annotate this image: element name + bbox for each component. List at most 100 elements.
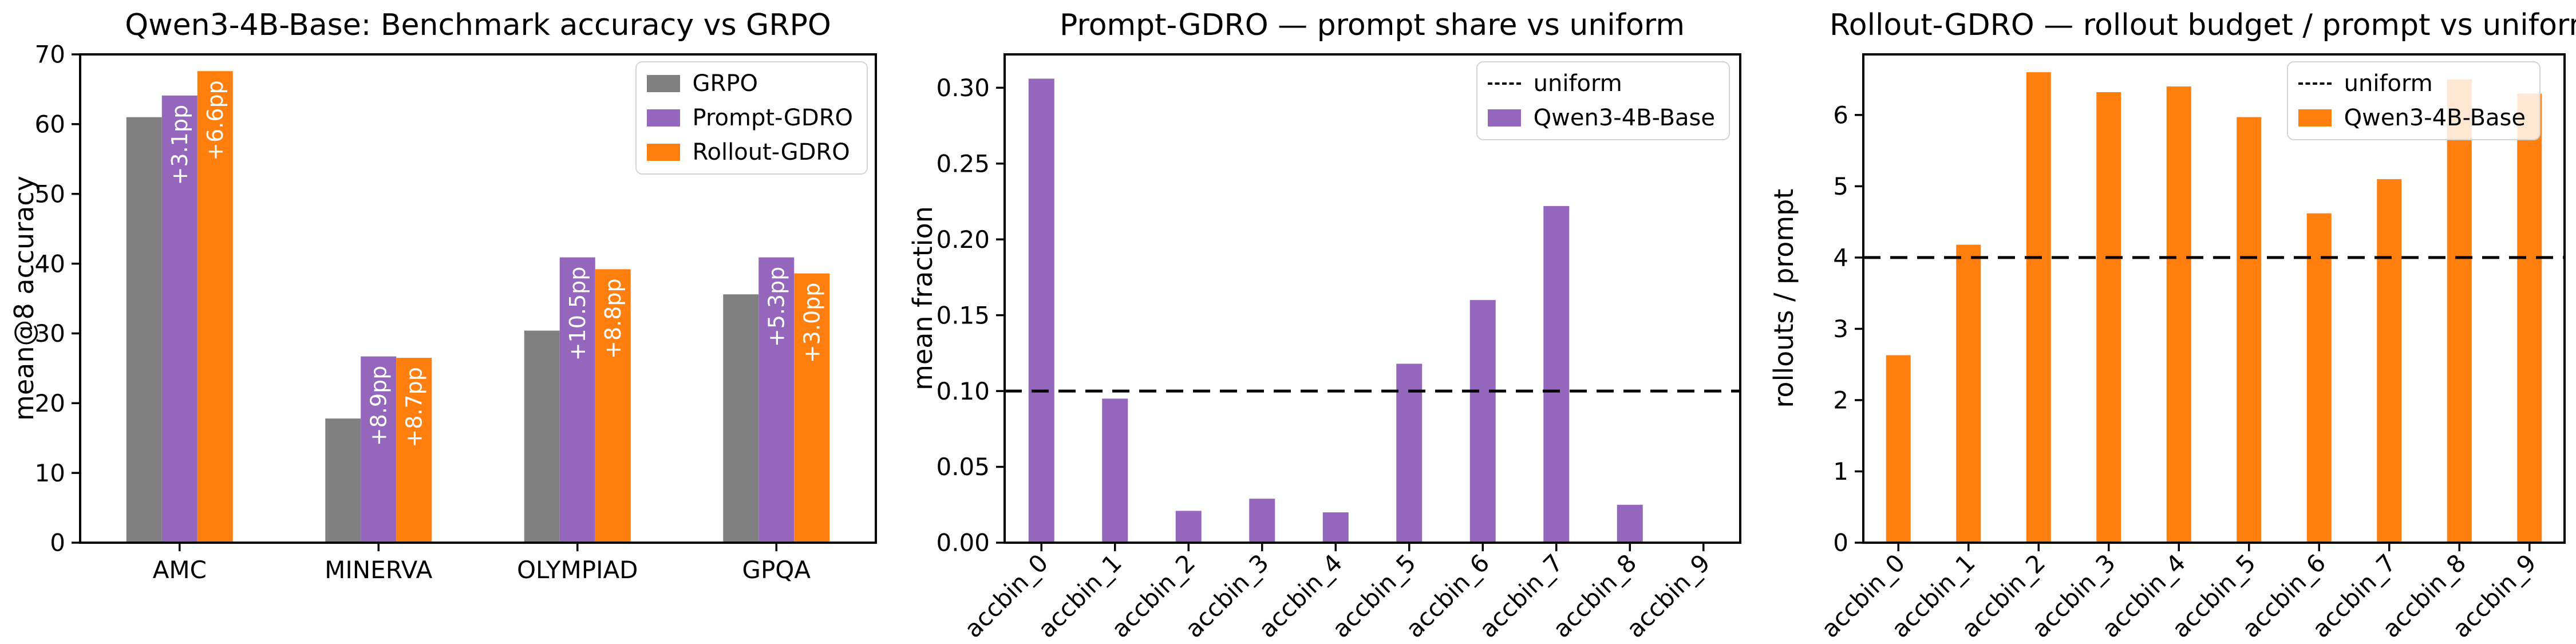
- y-tick-label: 2: [1833, 386, 1848, 414]
- y-tick-label: 0: [50, 529, 65, 557]
- axes-box: [1003, 53, 1741, 544]
- bar-qwen3-4b-base: [1543, 206, 1570, 543]
- legend-label-grpo: GRPO: [692, 70, 758, 97]
- x-tick-label: OLYMPIAD: [517, 556, 638, 584]
- bar-grpo: [524, 330, 560, 543]
- y-tick-label: 0.05: [936, 453, 990, 481]
- legend-row-grpo: GRPO: [646, 70, 853, 97]
- y-tick-label: 20: [35, 389, 65, 417]
- uniform-dashed-line-icon: [2298, 82, 2332, 85]
- bar-prompt-gdro: [161, 95, 197, 543]
- bar-qwen3-4b-base: [1175, 511, 1202, 543]
- axes-box: [79, 53, 877, 544]
- bar-qwen3-4b-base: [2237, 117, 2262, 543]
- y-axis-label-rollouts-prompt: rollouts / prompt: [1768, 188, 1799, 408]
- y-tick-label: 1: [1833, 457, 1848, 485]
- y-tick-label: 30: [35, 319, 65, 347]
- bar-prompt-gdro: [361, 356, 397, 543]
- axes-box: [1862, 53, 2566, 544]
- y-axis-label-mean-fraction: mean fraction: [907, 206, 938, 390]
- model-color-swatch-purple: [1487, 109, 1521, 127]
- bar-value-label: +8.8pp: [600, 278, 626, 359]
- rollout-gdro-color-swatch: [646, 144, 680, 161]
- bar-prompt-gdro: [559, 257, 595, 543]
- legend-label-uniform: uniform: [2344, 70, 2433, 97]
- bar-qwen3-4b-base: [1956, 244, 1981, 543]
- bar-qwen3-4b-base: [1249, 499, 1275, 543]
- bar-qwen3-4b-base: [1617, 504, 1643, 543]
- prompt-gdro-share-chart: 0.000.050.100.150.200.250.30accbin_0accb…: [936, 53, 1741, 643]
- y-tick-label: 0.10: [936, 377, 990, 405]
- bar-qwen3-4b-base: [2447, 79, 2472, 543]
- bar-rollout-gdro: [595, 269, 631, 543]
- bar-value-label: +3.1pp: [167, 105, 192, 185]
- bar-value-label: +3.0pp: [799, 283, 824, 364]
- bar-value-label: +8.9pp: [366, 366, 391, 447]
- legend-label-model: Qwen3-4B-Base: [2344, 105, 2526, 131]
- benchmark-accuracy-chart: 0 10 20 30 40 50 60 70 AMC MINERVA OLYMPIAD GPQA +3.…: [35, 41, 877, 584]
- y-tick-label: 0: [1833, 529, 1848, 557]
- legend-label-model: Qwen3-4B-Base: [1533, 105, 1715, 131]
- bar-qwen3-4b-base: [2517, 93, 2542, 543]
- y-axis-label-mean-accuracy: mean@8 accuracy: [9, 176, 39, 421]
- bar-qwen3-4b-base: [1469, 300, 1496, 543]
- model-color-swatch-orange: [2298, 109, 2332, 127]
- legend-label-uniform: uniform: [1533, 70, 1622, 97]
- chart-title-prompt-gdro: Prompt-GDRO — prompt share vs uniform: [1060, 8, 1685, 42]
- bar-rollout-gdro: [197, 71, 233, 543]
- legend-row-rollout-gdro: Rollout-GDRO: [646, 139, 853, 165]
- bar-prompt-gdro: [758, 257, 795, 543]
- grpo-color-swatch: [646, 75, 680, 92]
- bar-qwen3-4b-base: [1396, 364, 1423, 543]
- x-tick-label: MINERVA: [325, 556, 433, 584]
- bar-value-label: +10.5pp: [565, 267, 590, 361]
- y-tick-label: 0.20: [936, 226, 990, 254]
- bar-rollout-gdro: [396, 358, 432, 543]
- rollout-gdro-budget-chart: 0123456accbin_0accbin_1accbin_2accbin_3a…: [1816, 53, 2566, 643]
- chart-title-benchmark: Qwen3-4B-Base: Benchmark accuracy vs GRP…: [125, 8, 831, 42]
- legend-benchmark: GRPO Prompt-GDRO Rollout-GDRO: [635, 61, 868, 175]
- x-tick-label: AMC: [153, 556, 207, 584]
- legend-row-model: Qwen3-4B-Base: [1487, 105, 1715, 131]
- bar-value-label: +6.6pp: [203, 80, 228, 161]
- prompt-gdro-color-swatch: [646, 109, 680, 127]
- y-tick-label: 40: [35, 250, 65, 278]
- uniform-dashed-line-icon: [1487, 82, 1521, 85]
- y-tick-label: 5: [1833, 172, 1848, 200]
- x-tick-label: GPQA: [742, 556, 811, 584]
- y-tick-label: 60: [35, 110, 65, 139]
- bar-grpo: [325, 418, 361, 543]
- y-tick-label: 0.25: [936, 149, 990, 177]
- y-tick-label: 0.00: [936, 529, 990, 557]
- bar-qwen3-4b-base: [1028, 78, 1054, 543]
- y-tick-label: 3: [1833, 315, 1848, 343]
- legend-prompt-gdro: uniform Qwen3-4B-Base: [1476, 61, 1730, 140]
- bar-rollout-gdro: [794, 273, 830, 543]
- legend-label-rollout-gdro: Rollout-GDRO: [692, 139, 850, 165]
- y-tick-label: 0.15: [936, 301, 990, 329]
- bar-qwen3-4b-base: [2377, 179, 2402, 543]
- y-tick-label: 70: [35, 41, 65, 69]
- bar-qwen3-4b-base: [1102, 398, 1128, 543]
- legend-row-prompt-gdro: Prompt-GDRO: [646, 105, 853, 131]
- bar-qwen3-4b-base: [2096, 92, 2121, 543]
- bar-qwen3-4b-base: [1886, 355, 1911, 543]
- y-tick-label: 10: [35, 459, 65, 487]
- bar-qwen3-4b-base: [1322, 512, 1349, 543]
- bar-qwen3-4b-base: [2166, 86, 2191, 543]
- y-tick-label: 4: [1833, 244, 1848, 272]
- bar-qwen3-4b-base: [2306, 213, 2332, 543]
- legend-rollout-gdro: uniform Qwen3-4B-Base: [2286, 61, 2541, 140]
- chart-title-rollout-gdro: Rollout-GDRO — rollout budget / prompt v…: [1830, 8, 2576, 42]
- legend-row-uniform: uniform: [1487, 70, 1715, 97]
- legend-label-prompt-gdro: Prompt-GDRO: [692, 105, 853, 131]
- y-tick-label: 6: [1833, 101, 1848, 129]
- legend-row-uniform: uniform: [2298, 70, 2526, 97]
- bar-value-label: +5.3pp: [764, 267, 789, 347]
- bar-qwen3-4b-base: [2026, 72, 2051, 543]
- y-tick-label: 50: [35, 180, 65, 208]
- bar-value-label: +8.7pp: [401, 367, 426, 448]
- y-tick-label: 0.30: [936, 74, 990, 102]
- bar-grpo: [126, 117, 162, 543]
